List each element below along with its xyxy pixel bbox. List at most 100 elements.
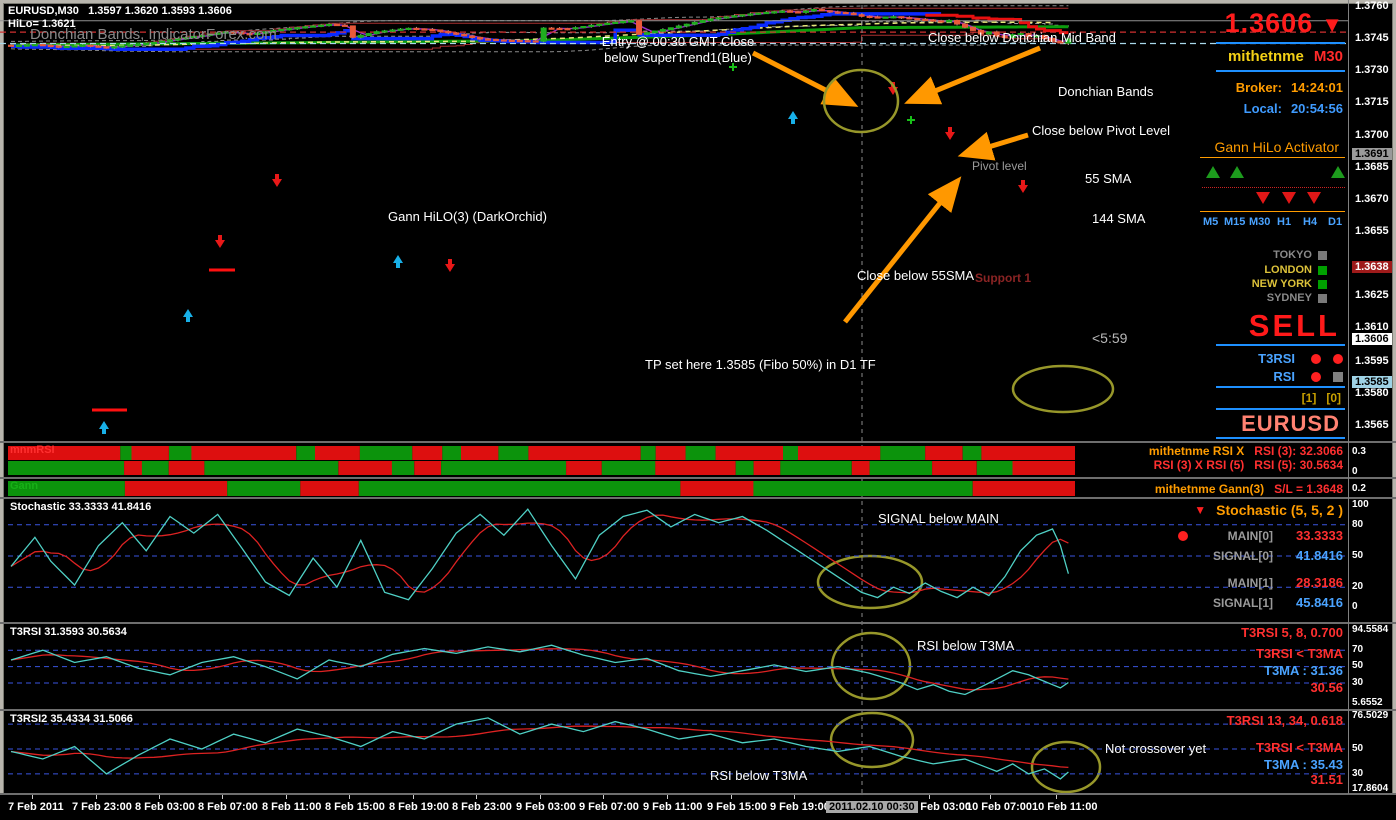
stochastic-row-label: MAIN[0] (1227, 528, 1273, 543)
price-tick: 1.3745 (1355, 32, 1389, 44)
candle-body (79, 44, 86, 47)
panel-separator[interactable] (0, 441, 1396, 443)
indicator-line-text: T3MA : 31.36 (1264, 663, 1343, 678)
time-tick (159, 795, 160, 799)
indicator-scale-tick: 0.3 (1352, 446, 1366, 457)
stochastic-row-value: 28.3186 (1296, 575, 1343, 590)
oscillator-signal-line (10, 514, 1069, 594)
oscillator-main-line (10, 717, 1069, 780)
signal-bar-segment (601, 461, 656, 475)
time-label: 8 Feb 19:00 (389, 801, 449, 813)
time-tick (476, 795, 477, 799)
timeframe-button-d1[interactable]: D1 (1328, 216, 1343, 228)
signal-bar-segment (783, 446, 798, 460)
signal-bar-segment (124, 461, 142, 475)
oscillator-main-line (10, 508, 1070, 601)
candle-body (437, 29, 444, 32)
time-axis[interactable]: 7 Feb 2011 7 Feb 23:00 8 Feb 03:00 8 Feb 07… (0, 795, 1396, 820)
time-label: 9 Feb 11:00 (643, 801, 703, 813)
panel-separator (0, 793, 1396, 795)
candle-body (644, 32, 650, 35)
indicator-scale-tick: 80 (1352, 519, 1364, 530)
broker-time-row: Broker: 14:24:01 (1236, 80, 1343, 95)
candle-body (1033, 34, 1040, 38)
chart-title-hilo: HiLo= 1.3621 (8, 18, 76, 30)
signal-bar-segment (338, 461, 392, 475)
session-row-sydney: SYDNEY (1267, 292, 1327, 304)
local-time-row: Local: 20:54:56 (1244, 101, 1343, 116)
divider (1216, 408, 1345, 410)
price-tick: 1.3610 (1355, 321, 1389, 333)
indicator-scale-tick: 100 (1352, 499, 1369, 510)
signal-bar-segment (976, 461, 1013, 475)
candle-body (135, 43, 142, 46)
time-tick (1056, 795, 1057, 799)
timeframe-label: M30 (1313, 48, 1343, 65)
timeframe-button-h4[interactable]: H4 (1303, 216, 1318, 228)
panel-separator[interactable] (0, 622, 1396, 624)
time-tick (603, 795, 604, 799)
chart-canvas[interactable] (0, 0, 1348, 794)
time-label: 9 Feb 07:00 (579, 801, 639, 813)
time-label: 9 Feb 15:00 (707, 801, 767, 813)
candle-body (333, 23, 340, 27)
timeframe-button-m15[interactable]: M15 (1224, 216, 1246, 228)
current-price-display: 1.3606 ▼ (1225, 8, 1343, 39)
timeframe-button-m30[interactable]: M30 (1249, 216, 1271, 228)
candle-body (198, 34, 205, 38)
candle-body (787, 10, 794, 13)
candle-body (349, 25, 356, 38)
supertrend-down-line (925, 13, 1069, 35)
price-tick: 1.3585 (1352, 376, 1392, 388)
signal-bar-segment (972, 481, 1075, 496)
timeframe-button-m5[interactable]: M5 (1203, 216, 1219, 228)
red-dot-icon (1311, 371, 1321, 382)
indicator-line-text: 30.56 (1310, 680, 1343, 695)
timeframe-button-h1[interactable]: H1 (1277, 216, 1292, 228)
time-label: 10 Feb 11:00 (1032, 801, 1098, 813)
price-tick: 1.3691 (1352, 148, 1392, 160)
candle-body (675, 25, 682, 29)
panel-separator[interactable] (0, 497, 1396, 499)
stochastic-row-3: SIGNAL[1] 45.8416 (1213, 595, 1343, 610)
candle-body (453, 32, 460, 35)
panel-separator[interactable] (0, 709, 1396, 711)
candle-body (87, 44, 94, 47)
local-label: Local: (1243, 101, 1282, 116)
time-label: 8 Feb 15:00 (325, 801, 385, 813)
time-label: 7 Feb 2011 (8, 801, 64, 813)
highlight-ellipse (816, 554, 924, 610)
indicator-scale-tick: 30 (1352, 768, 1364, 779)
candle-body (667, 27, 674, 31)
candle-body (548, 27, 555, 30)
candle-body (763, 11, 770, 15)
panel-separator[interactable] (0, 477, 1396, 479)
indicator-line-t3rsi-3: 30.56 (1310, 680, 1343, 695)
indicator-line-text: T3MA : 35.43 (1264, 757, 1343, 772)
time-tick (540, 795, 541, 799)
time-label: 8 Feb 07:00 (198, 801, 258, 813)
local-time: 20:54:56 (1290, 101, 1343, 116)
buy-arrow-icon (183, 309, 193, 322)
stochastic-row-label: MAIN[1] (1227, 575, 1273, 590)
stochastic-row-value: 33.3333 (1296, 528, 1343, 543)
signal-bar-segment (798, 446, 881, 460)
signal-bar-segment (191, 446, 297, 460)
session-name-active: NEW YORK (1251, 278, 1312, 290)
candle-body (922, 18, 929, 21)
signal-bar-segment (1012, 461, 1075, 475)
signal-row-t3rsi: T3RSI (1258, 351, 1343, 366)
annotation-arrow (904, 45, 1041, 105)
annotation-arrow (751, 50, 859, 107)
divider (1216, 70, 1345, 72)
highlight-ellipse (830, 631, 912, 701)
candle-body (755, 12, 762, 15)
price-tick: 1.3670 (1355, 193, 1389, 205)
signal-bar-segment (124, 481, 228, 496)
candle-body (969, 26, 976, 31)
sma55-line (10, 21, 1053, 47)
indicator-scale-tick: 0 (1352, 466, 1358, 477)
label-support1: Support 1 (975, 271, 1031, 285)
indicator-scale-tick: 76.5029 (1352, 710, 1389, 721)
